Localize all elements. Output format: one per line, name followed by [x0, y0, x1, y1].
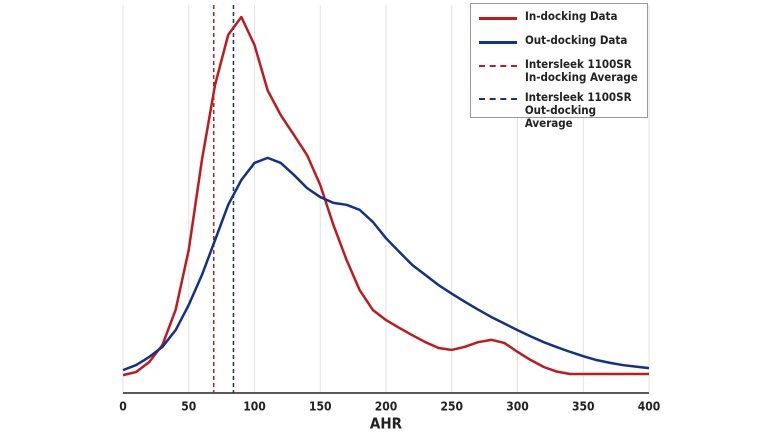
legend-label: Intersleek 1100SR Out-docking Average: [524, 90, 632, 130]
legend: In-docking Data Out-docking Data Interslee…: [470, 3, 648, 130]
x-axis-label: AHR: [370, 415, 403, 433]
data-line: [122, 156, 650, 372]
x-tick-label: 200: [375, 400, 398, 414]
x-tick-label: 150: [309, 400, 332, 414]
legend-swatch: [479, 41, 517, 44]
legend-label: Out-docking Data: [525, 33, 628, 47]
legend-swatch: [479, 17, 517, 20]
legend-label: Intersleek 1100SR In-docking Average: [525, 57, 638, 84]
legend-swatch: [479, 65, 517, 67]
legend-label: In-docking Data: [525, 9, 618, 23]
x-tick-label: 350: [572, 400, 595, 414]
x-tick-label: 250: [440, 400, 463, 414]
legend-entry: Intersleek 1100SR In-docking Average: [479, 58, 638, 84]
x-tick-label: 50: [181, 400, 196, 414]
x-tick-label: 100: [243, 400, 266, 414]
legend-entry: In-docking Data: [479, 10, 617, 23]
x-tick-label: 0: [119, 400, 127, 414]
legend-swatch: [479, 98, 517, 100]
x-tick-label: 300: [506, 400, 529, 414]
data-line: [122, 15, 649, 377]
legend-entry: Intersleek 1100SR Out-docking Average: [479, 91, 647, 130]
x-tick-label: 400: [638, 400, 661, 414]
legend-entry: Out-docking Data: [479, 34, 627, 47]
